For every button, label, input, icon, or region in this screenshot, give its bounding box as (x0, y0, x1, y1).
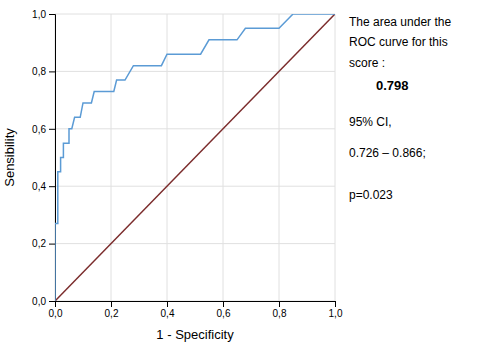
grid (55, 14, 335, 301)
y-tick-label: 1,0 (32, 9, 46, 20)
x-tick-mark (167, 301, 168, 307)
series-group (55, 14, 335, 301)
y-tick-label: 0,0 (32, 296, 46, 307)
grid-line-y (55, 186, 335, 187)
x-tick-mark (279, 301, 280, 307)
y-axis: 0,0 0,2 0,4 0,6 0,8 1,0 (32, 9, 55, 307)
x-tick-label: 0,4 (161, 308, 175, 319)
y-tick-label: 0,8 (32, 66, 46, 77)
annotation: p=0.023 (349, 188, 393, 202)
annotation: ROC curve for this (349, 35, 448, 49)
y-tick: 0,2 (32, 238, 55, 249)
series-line (55, 14, 335, 301)
y-tick: 1,0 (32, 9, 55, 20)
y-tick: 0,6 (32, 124, 55, 135)
grid-line-y (55, 71, 335, 72)
y-tick-mark (49, 129, 55, 130)
y-tick-label: 0,6 (32, 124, 46, 135)
annotation: 0.726 – 0.866; (349, 146, 426, 160)
x-axis: 0,0 0,2 0,4 0,6 0,8 1,0 (49, 301, 343, 319)
y-axis-line (49, 15, 56, 302)
y-tick-mark (49, 186, 55, 187)
y-tick-mark (49, 14, 55, 15)
x-tick-mark (111, 301, 112, 307)
series-line (55, 14, 335, 301)
chart: 0,0 0,2 0,4 0,6 0,8 1,0 0,0 0,2 0,4 0,6 0,8 1,0 1 - … (0, 0, 500, 347)
grid-line-x (223, 14, 224, 301)
x-tick-label: 0,0 (49, 308, 63, 319)
x-axis-title: 1 - Specificity (156, 327, 234, 342)
x-tick-mark (335, 301, 336, 307)
y-tick: 0,8 (32, 66, 55, 77)
x-tick-label: 1,0 (329, 308, 343, 319)
y-tick-mark (49, 301, 55, 302)
y-tick-mark (49, 71, 55, 72)
grid-line-x (167, 14, 168, 301)
grid-line-y (55, 128, 335, 129)
y-axis-title: Sensibility (2, 128, 17, 187)
annotation: score : (349, 56, 385, 70)
x-tick-label: 0,6 (217, 308, 231, 319)
y-tick-label: 0,2 (32, 238, 46, 249)
x-tick: 0,2 (105, 301, 119, 319)
grid-line-x (279, 14, 280, 301)
annotation-auc: 0.798 (376, 78, 409, 93)
grid-line-x (111, 14, 112, 301)
y-tick-label: 0,4 (32, 181, 46, 192)
grid-line-x (335, 14, 336, 301)
y-tick: 0,0 (32, 296, 55, 307)
plot: 0,0 0,2 0,4 0,6 0,8 1,0 0,0 0,2 0,4 0,6 0,8 1,0 (32, 9, 343, 319)
y-tick-mark (49, 244, 55, 245)
x-tick-label: 0,8 (273, 308, 287, 319)
x-tick: 0,6 (217, 301, 231, 319)
x-tick: 0,4 (161, 301, 175, 319)
x-tick: 1,0 (329, 301, 343, 319)
grid-line-y (55, 243, 335, 244)
annotation: 95% CI, (349, 115, 392, 129)
x-axis-line (56, 302, 336, 308)
annotation: The area under the (349, 15, 451, 29)
x-tick: 0,0 (49, 301, 63, 319)
y-tick: 0,4 (32, 181, 55, 192)
annotations: The area under the ROC curve for this scor… (349, 15, 451, 202)
x-tick-label: 0,2 (105, 308, 119, 319)
x-tick: 0,8 (273, 301, 287, 319)
x-tick-mark (223, 301, 224, 307)
